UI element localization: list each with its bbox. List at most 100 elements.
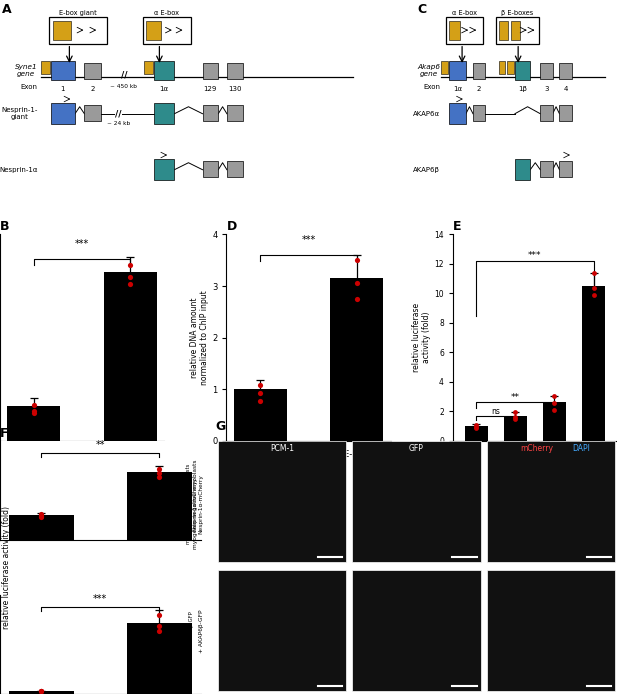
Bar <box>104 272 157 441</box>
Point <box>154 620 164 632</box>
Bar <box>543 403 566 441</box>
Text: relative luciferase activity (fold): relative luciferase activity (fold) <box>2 506 10 629</box>
Point <box>510 412 520 423</box>
Point <box>471 421 481 432</box>
Text: GFP: GFP <box>409 444 424 453</box>
Text: ***: *** <box>93 593 107 604</box>
Bar <box>487 441 615 562</box>
Y-axis label: relative luciferase
activity (fold): relative luciferase activity (fold) <box>412 303 431 372</box>
Text: α: α <box>474 463 479 472</box>
Text: GFP: GFP <box>437 477 451 484</box>
Text: -: - <box>592 476 595 485</box>
Bar <box>560 105 572 121</box>
Text: ***: *** <box>528 251 542 260</box>
Bar <box>473 105 486 121</box>
Bar <box>154 103 175 124</box>
Text: G: G <box>216 420 226 433</box>
Bar <box>449 103 466 124</box>
Text: Akap6
gene: Akap6 gene <box>417 64 440 77</box>
Bar <box>449 22 460 40</box>
Bar <box>465 426 488 441</box>
Text: mCherry: mCherry <box>520 444 553 453</box>
FancyBboxPatch shape <box>496 17 539 44</box>
Text: E: E <box>453 220 462 233</box>
Bar <box>180 441 204 694</box>
Text: ***: *** <box>301 235 316 245</box>
Point <box>154 609 164 620</box>
Point <box>29 407 39 418</box>
Bar <box>582 286 605 441</box>
Point <box>154 471 164 482</box>
Point <box>589 289 598 301</box>
Text: A: A <box>2 3 12 17</box>
Text: ~ 24 kb: ~ 24 kb <box>107 121 130 126</box>
Bar <box>540 63 553 78</box>
Bar <box>540 105 553 121</box>
Point <box>36 509 46 520</box>
FancyBboxPatch shape <box>446 17 482 44</box>
Bar <box>227 105 242 121</box>
Point <box>154 625 164 636</box>
Text: **: ** <box>96 440 105 450</box>
Text: α: α <box>513 463 518 472</box>
Text: Syne1
gene: Syne1 gene <box>15 64 38 77</box>
Bar <box>41 61 49 74</box>
Bar <box>218 570 346 691</box>
Point <box>550 405 560 416</box>
Text: Nesprin-1α: Nesprin-1α <box>0 167 38 173</box>
Text: 130: 130 <box>228 86 241 92</box>
FancyBboxPatch shape <box>49 17 107 44</box>
Bar <box>227 63 242 78</box>
Bar <box>202 105 218 121</box>
Text: B: B <box>0 220 9 233</box>
Text: 2: 2 <box>91 86 95 92</box>
Bar <box>51 103 75 124</box>
Y-axis label: relative DNA amount
normalized to ChIP input: relative DNA amount normalized to ChIP i… <box>190 290 209 385</box>
Bar <box>51 61 75 81</box>
Point <box>471 419 481 430</box>
Point <box>29 405 39 416</box>
Text: **: ** <box>511 393 520 402</box>
Bar <box>352 570 481 691</box>
Bar <box>154 61 175 81</box>
Bar <box>202 63 218 78</box>
Bar <box>218 441 346 562</box>
Point <box>36 685 46 694</box>
Bar <box>85 105 101 121</box>
Text: F: F <box>0 427 9 439</box>
Text: AKAP6β: AKAP6β <box>413 167 440 173</box>
Point <box>510 407 520 418</box>
Point <box>589 267 598 278</box>
Text: +: + <box>552 476 558 485</box>
Text: PCM-1: PCM-1 <box>270 444 294 453</box>
Text: MYOG-GFP: MYOG-GFP <box>414 491 451 497</box>
Bar <box>540 161 553 177</box>
Point <box>125 260 135 271</box>
Point <box>255 380 265 391</box>
Text: -: - <box>475 489 478 498</box>
Point <box>36 511 46 523</box>
Point <box>352 278 362 289</box>
Text: 3: 3 <box>544 86 549 92</box>
Text: 1β: 1β <box>518 86 527 92</box>
Bar <box>503 416 527 441</box>
Point <box>255 395 265 406</box>
Bar <box>330 278 383 441</box>
Text: -: - <box>553 489 556 498</box>
Bar <box>7 407 60 441</box>
Text: promoter: promoter <box>419 464 451 471</box>
Point <box>36 686 46 694</box>
Bar <box>227 161 242 177</box>
Text: myogenin-negative myoblasts
Nesprin-1α-mCherry: myogenin-negative myoblasts Nesprin-1α-m… <box>193 459 204 549</box>
Text: D: D <box>226 220 237 233</box>
Bar <box>9 691 74 694</box>
Point <box>589 282 598 293</box>
Text: + AKAP6β-GFP: + AKAP6β-GFP <box>189 611 194 650</box>
Text: 129: 129 <box>204 86 217 92</box>
Text: Nesprin-1-
giant: Nesprin-1- giant <box>1 108 38 120</box>
Text: + AKAP6β-GFP: + AKAP6β-GFP <box>199 609 204 652</box>
Text: +: + <box>473 476 479 485</box>
Point <box>550 390 560 401</box>
Text: 4: 4 <box>563 86 568 92</box>
Bar <box>146 22 161 40</box>
